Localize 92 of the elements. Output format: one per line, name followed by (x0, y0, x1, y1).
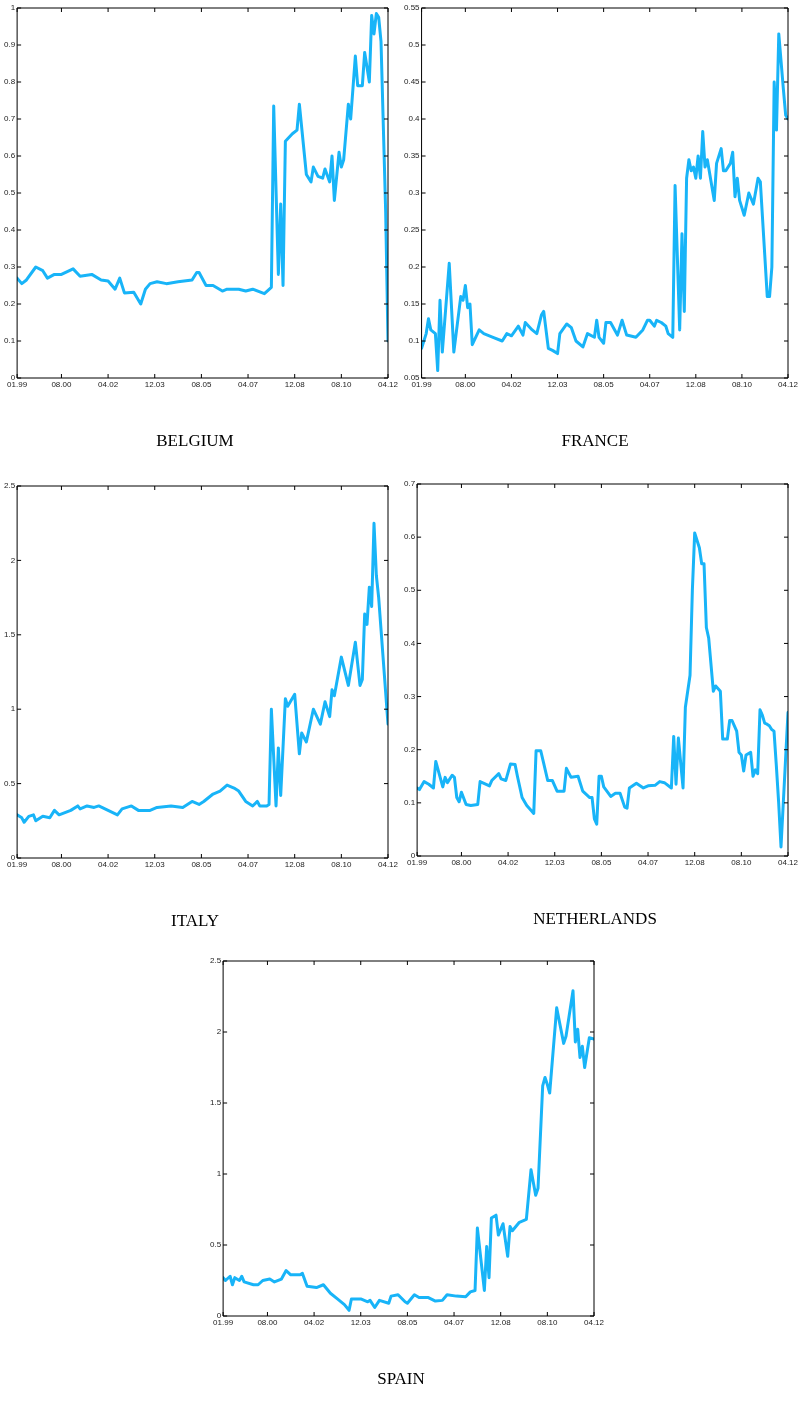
y-tick-label: 0 (410, 851, 416, 861)
x-tick-label: 12.03 (547, 380, 569, 389)
y-tick-label: 0.4 (408, 114, 421, 124)
x-tick-label: 12.08 (684, 858, 706, 867)
text: SPAIN (377, 1369, 425, 1389)
x-tick-label: 12.03 (144, 380, 166, 389)
x-tick-label: 08.00 (451, 858, 472, 867)
x-tick-label: 04.07 (638, 858, 659, 867)
y-tick-label: 0.3 (4, 262, 16, 272)
y-tick-label: 0.5 (210, 1240, 222, 1250)
x-tick-label: 08.05 (593, 380, 615, 389)
y-tick-label: 0.5 (408, 40, 421, 50)
y-tick-label: 0.25 (403, 225, 421, 235)
y-tick-label: 0.7 (4, 114, 16, 124)
x-tick-label: 04.02 (98, 860, 119, 869)
x-tick-label: 08.00 (51, 860, 72, 869)
y-tick-label: 0.4 (4, 225, 16, 235)
y-tick-label: 0.5 (4, 188, 16, 198)
y-tick-label: 0.1 (404, 798, 416, 808)
y-tick-label: 0.35 (403, 151, 421, 161)
x-tick-label: 12.08 (685, 380, 707, 389)
x-tick-label: 08.05 (191, 860, 212, 869)
x-tick-label: 08.00 (455, 380, 476, 389)
y-tick-label: 1.5 (4, 630, 16, 639)
y-tick-label: 1 (216, 1169, 222, 1179)
x-tick-label: 04.07 (639, 380, 661, 389)
x-tick-label: 08.05 (591, 858, 612, 867)
y-tick-label: 0.6 (404, 532, 416, 542)
x-tick-label: 04.02 (501, 380, 522, 389)
x-tick-label: 04.07 (238, 380, 259, 389)
x-tick-label: 01.99 (7, 860, 28, 869)
y-tick-label: 1 (10, 704, 16, 714)
x-tick-label: 08.00 (257, 1318, 278, 1327)
y-tick-label: 0.55 (403, 3, 421, 13)
x-tick-label: 08.10 (731, 858, 752, 867)
y-tick-label: 0.05 (403, 373, 421, 383)
y-tick-label: 0.2 (408, 262, 421, 272)
x-tick-label: 12.08 (490, 1318, 512, 1327)
x-tick-label: 12.03 (350, 1318, 372, 1327)
y-tick-label: 0.2 (4, 299, 16, 309)
y-tick-label: 1.5 (210, 1098, 222, 1108)
x-tick-label: 08.10 (331, 380, 352, 389)
x-tick-label: 04.12 (777, 380, 799, 389)
x-tick-label: 12.08 (284, 380, 306, 389)
y-tick-label: 2.5 (210, 956, 222, 966)
y-tick-label: 0.1 (4, 336, 16, 346)
x-tick-label: 04.12 (583, 1318, 605, 1327)
y-tick-label: 0.5 (4, 778, 16, 788)
y-tick-label: 0.4 (404, 638, 416, 648)
y-tick-label: 1 (10, 3, 16, 13)
x-tick-label: 12.03 (144, 860, 166, 869)
x-tick-label: 08.10 (731, 380, 753, 389)
text: FRANCE (561, 431, 629, 451)
x-tick-label: 01.99 (411, 380, 433, 389)
y-tick-label: 0.45 (403, 77, 421, 87)
y-tick-label: 2 (10, 555, 16, 565)
x-tick-label: 01.99 (407, 858, 428, 867)
x-tick-label: 04.07 (238, 860, 259, 869)
y-tick-label: 0 (10, 373, 16, 383)
y-tick-label: 0.6 (4, 151, 16, 161)
y-tick-label: 0.1 (408, 336, 421, 346)
y-tick-label: 0.8 (4, 77, 16, 87)
y-tick-label: 0.3 (404, 691, 416, 701)
y-tick-label: 0.3 (408, 188, 421, 198)
text: ITALY (171, 911, 219, 931)
text: BELGIUM (156, 431, 234, 451)
text: NETHERLANDS (533, 909, 657, 929)
x-tick-label: 04.02 (304, 1318, 325, 1327)
x-tick-label: 08.00 (51, 380, 72, 389)
x-tick-label: 04.12 (777, 858, 799, 867)
x-tick-label: 08.10 (537, 1318, 558, 1327)
y-tick-label: 0.7 (404, 479, 416, 489)
y-tick-label: 2.5 (4, 481, 16, 491)
x-tick-label: 04.02 (98, 380, 119, 389)
y-tick-label: 0.5 (404, 585, 416, 595)
x-tick-label: 12.08 (284, 860, 306, 869)
y-tick-label: 0.2 (404, 744, 416, 754)
x-tick-label: 04.02 (498, 858, 519, 867)
y-tick-label: 0.15 (403, 299, 421, 309)
x-tick-label: 12.03 (544, 858, 566, 867)
x-tick-label: 01.99 (213, 1318, 234, 1327)
y-tick-label: 0 (216, 1311, 222, 1321)
y-tick-label: 0.9 (4, 40, 16, 50)
x-tick-label: 08.05 (191, 380, 212, 389)
x-tick-label: 01.99 (7, 380, 28, 389)
y-tick-label: 2 (216, 1027, 222, 1037)
y-tick-label: 0 (10, 853, 16, 863)
x-tick-label: 08.05 (397, 1318, 418, 1327)
x-tick-label: 04.12 (377, 380, 399, 389)
x-tick-label: 08.10 (331, 860, 352, 869)
x-tick-label: 04.12 (377, 860, 399, 869)
x-tick-label: 04.07 (444, 1318, 465, 1327)
